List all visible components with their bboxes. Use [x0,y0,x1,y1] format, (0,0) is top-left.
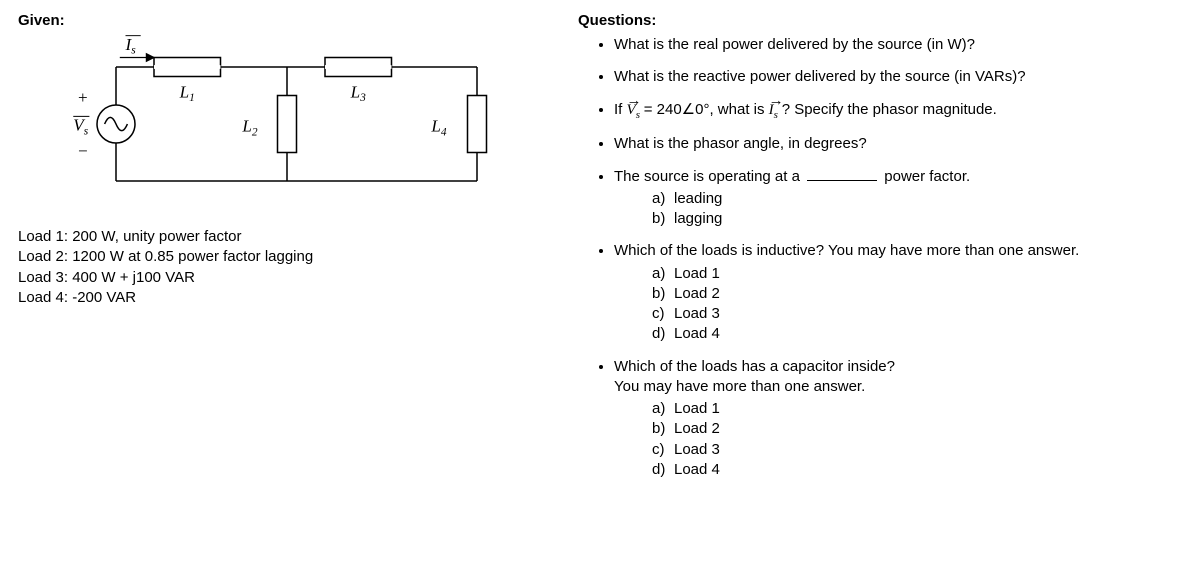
load-definitions: Load 1: 200 W, unity power factor Load 2… [18,227,558,308]
q5-choices: a)leading b)lagging [614,189,1182,230]
l1-label: L1 [179,82,195,104]
is-label: Is [125,35,137,57]
load1-text: Load 1: 200 W, unity power factor [18,227,558,247]
questions-heading: Questions: [578,12,1182,29]
question-3: If → Vs = 240∠0°, what is → Is ? Specify… [614,100,1182,123]
questions-panel: Questions: What is the real power delive… [558,12,1182,492]
l4-label: L4 [430,117,447,139]
vs-plus: + [78,88,88,107]
load2-text: Load 2: 1200 W at 0.85 power factor lagg… [18,247,558,267]
load3-text: Load 3: 400 W + j100 VAR [18,268,558,288]
q7-choices: a)Load 1 b)Load 2 c)Load 3 d)Load 4 [614,399,1182,480]
question-2: What is the reactive power delivered by … [614,67,1182,87]
question-5: The source is operating at a power facto… [614,167,1182,230]
question-6: Which of the loads is inductive? You may… [614,241,1182,344]
l2-label: L2 [241,117,258,139]
questions-list: What is the real power delivered by the … [578,35,1182,480]
given-panel: Given: [18,12,558,492]
l3-label: L3 [350,82,367,104]
given-heading: Given: [18,12,558,29]
load4-text: Load 4: -200 VAR [18,288,558,308]
question-7: Which of the loads has a capacitor insid… [614,357,1182,481]
vs-minus: − [78,141,88,160]
question-1: What is the real power delivered by the … [614,35,1182,55]
circuit-diagram: Is + Vs − L1 L2 L3 L4 [18,29,518,219]
q6-choices: a)Load 1 b)Load 2 c)Load 3 d)Load 4 [614,264,1182,345]
blank-fill [807,180,877,181]
question-4: What is the phasor angle, in degrees? [614,134,1182,154]
vs-label: Vs [73,116,88,138]
